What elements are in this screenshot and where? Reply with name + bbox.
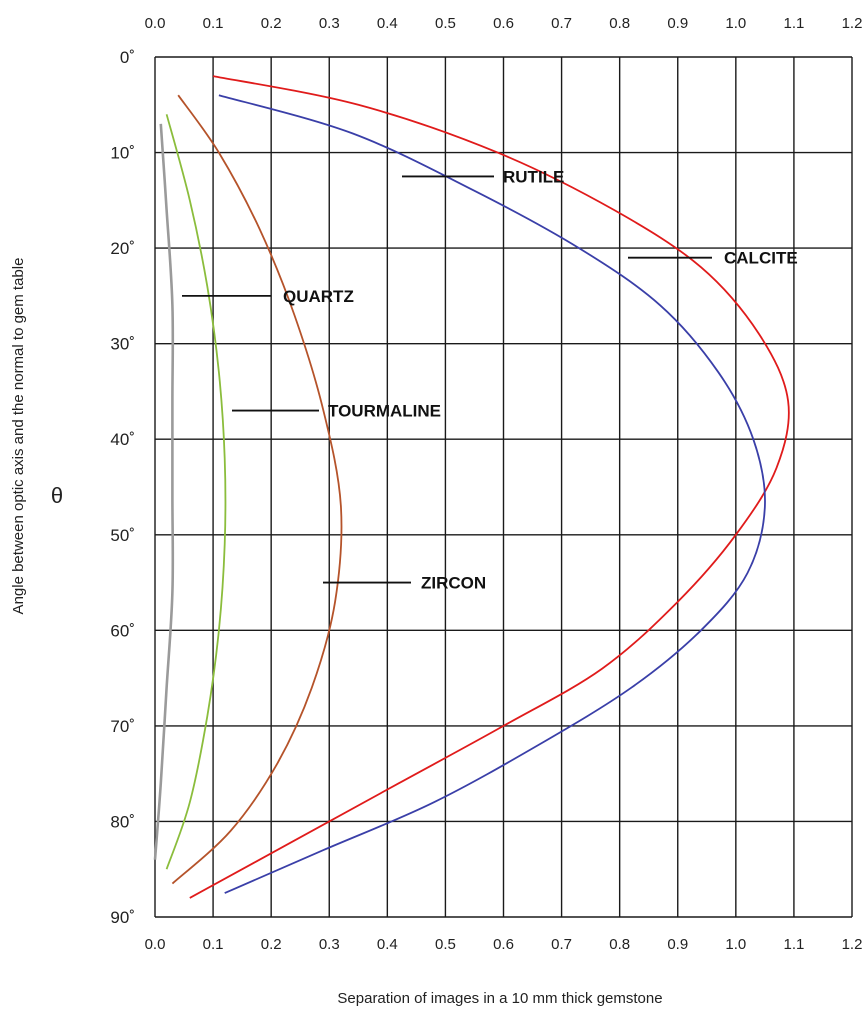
series-line-zircon	[171, 94, 343, 885]
x-tick-label-top: 1.2	[842, 15, 863, 32]
x-tick-label-bottom: 0.4	[377, 936, 398, 953]
bottom-x-tick-labels: 0.0 0.1 0.2 0.3 0.4 0.5 0.6 0.7 0.8 0.9 1.0 1.1 1.2	[145, 936, 863, 953]
x-tick-label-bottom: 1.0	[725, 936, 746, 953]
y-axis-symbol: θ	[51, 483, 63, 508]
x-tick-label-top: 0.3	[319, 15, 340, 32]
x-tick-label-bottom: 0.0	[145, 936, 166, 953]
y-tick-label: 40˚	[110, 430, 135, 449]
y-tick-label: 10˚	[110, 144, 135, 163]
x-tick-label-top: 0.4	[377, 15, 398, 32]
x-tick-label-bottom: 0.8	[609, 936, 630, 953]
y-tick-label: 0˚	[120, 48, 135, 67]
callouts: RUTILE CALCITE QUARTZ TOURMALINE ZIRCON	[182, 167, 798, 593]
x-tick-label-bottom: 0.2	[261, 936, 282, 953]
x-tick-label-top: 0.8	[609, 15, 630, 32]
y-axis-label: Angle between optic axis and the normal …	[10, 258, 27, 615]
y-tick-label: 50˚	[110, 526, 135, 545]
x-tick-label-bottom: 0.3	[319, 936, 340, 953]
y-tick-label: 20˚	[110, 239, 135, 258]
x-axis-label: Separation of images in a 10 mm thick ge…	[337, 990, 662, 1007]
x-tick-label-bottom: 1.2	[842, 936, 863, 953]
x-tick-label-top: 0.2	[261, 15, 282, 32]
series-line-rutile	[218, 94, 766, 894]
callout-label-rutile: RUTILE	[503, 167, 564, 186]
x-tick-label-bottom: 0.6	[493, 936, 514, 953]
top-x-tick-labels: 0.0 0.1 0.2 0.3 0.4 0.5 0.6 0.7 0.8 0.9 1.0 1.1 1.2	[145, 15, 863, 32]
series-line-quartz	[165, 114, 227, 870]
x-tick-label-top: 0.0	[145, 15, 166, 32]
callout-label-tourmaline: TOURMALINE	[328, 402, 441, 421]
x-tick-label-top: 1.0	[725, 15, 746, 32]
x-tick-label-bottom: 1.1	[783, 936, 804, 953]
x-tick-label-bottom: 0.1	[203, 936, 224, 953]
x-tick-label-top: 0.1	[203, 15, 224, 32]
callout-label-calcite: CALCITE	[724, 249, 798, 268]
callout-label-quartz: QUARTZ	[283, 287, 354, 306]
x-tick-label-top: 0.9	[667, 15, 688, 32]
y-tick-label: 30˚	[110, 335, 135, 354]
series-line-calcite	[189, 75, 790, 899]
y-tick-label: 70˚	[110, 717, 135, 736]
x-tick-label-top: 0.6	[493, 15, 514, 32]
grid	[154, 56, 853, 918]
y-tick-labels: 0˚ 10˚ 20˚ 30˚ 40˚ 50˚ 60˚ 70˚ 80˚ 90˚	[110, 48, 135, 927]
callout-label-zircon: ZIRCON	[421, 574, 486, 593]
y-tick-label: 90˚	[110, 908, 135, 927]
y-tick-label: 80˚	[110, 812, 135, 831]
x-tick-label-bottom: 0.9	[667, 936, 688, 953]
series-line-tourmaline	[153, 123, 175, 860]
x-tick-label-top: 0.7	[551, 15, 572, 32]
x-tick-label-top: 1.1	[783, 15, 804, 32]
x-tick-label-top: 0.5	[435, 15, 456, 32]
series-lines	[153, 75, 790, 899]
y-tick-label: 60˚	[110, 621, 135, 640]
x-tick-label-bottom: 0.5	[435, 936, 456, 953]
x-tick-label-bottom: 0.7	[551, 936, 572, 953]
